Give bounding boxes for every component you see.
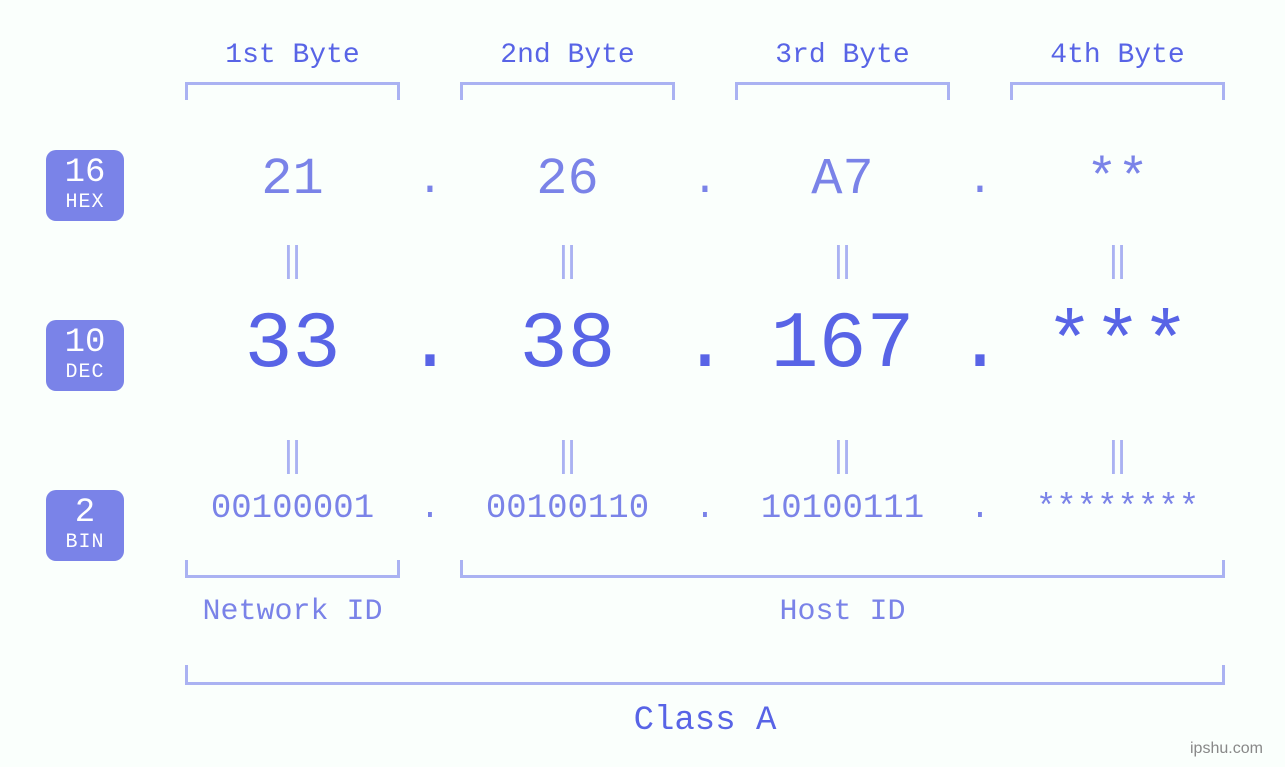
bin-dot-3: . — [955, 490, 1005, 528]
base-badge-number: 16 — [46, 156, 124, 192]
hex-dot-3: . — [955, 156, 1005, 206]
equals-row2-col3: ‖ — [730, 435, 955, 477]
class-bracket — [185, 665, 1225, 685]
equals-row1-col2: ‖ — [455, 240, 680, 282]
byte-header-3: 3rd Byte — [730, 40, 955, 71]
hex-byte-3: A7 — [730, 150, 955, 209]
dec-dot-1: . — [405, 300, 455, 391]
equals-row2-col4: ‖ — [1005, 435, 1230, 477]
base-badge-number: 10 — [46, 326, 124, 362]
equals-row1-col4: ‖ — [1005, 240, 1230, 282]
base-badge-label: BIN — [46, 532, 124, 553]
byte-bracket-top-3 — [735, 82, 950, 100]
hex-byte-1: 21 — [180, 150, 405, 209]
bin-byte-1: 00100001 — [180, 490, 405, 528]
hex-dot-2: . — [680, 156, 730, 206]
equals-row2-col1: ‖ — [180, 435, 405, 477]
byte-header-1: 1st Byte — [180, 40, 405, 71]
host-label: Host ID — [460, 595, 1225, 629]
hex-byte-4: ** — [1005, 150, 1230, 209]
byte-bracket-top-1 — [185, 82, 400, 100]
bin-dot-1: . — [405, 490, 455, 528]
hex-byte-2: 26 — [455, 150, 680, 209]
base-badge-label: HEX — [46, 192, 124, 213]
byte-header-2: 2nd Byte — [455, 40, 680, 71]
dec-byte-2: 38 — [455, 300, 680, 391]
byte-bracket-top-4 — [1010, 82, 1225, 100]
dec-dot-3: . — [955, 300, 1005, 391]
base-badge-bin: 2BIN — [46, 490, 124, 561]
hex-dot-1: . — [405, 156, 455, 206]
host-bracket — [460, 560, 1225, 578]
dec-byte-4: *** — [1005, 300, 1230, 391]
watermark: ipshu.com — [1190, 740, 1263, 758]
byte-bracket-top-2 — [460, 82, 675, 100]
equals-row1-col1: ‖ — [180, 240, 405, 282]
bin-byte-2: 00100110 — [455, 490, 680, 528]
dec-byte-1: 33 — [180, 300, 405, 391]
base-badge-dec: 10DEC — [46, 320, 124, 391]
network-label: Network ID — [185, 595, 400, 629]
bin-dot-2: . — [680, 490, 730, 528]
base-badge-number: 2 — [46, 496, 124, 532]
byte-header-4: 4th Byte — [1005, 40, 1230, 71]
bin-byte-3: 10100111 — [730, 490, 955, 528]
bin-byte-4: ******** — [1005, 490, 1230, 528]
base-badge-label: DEC — [46, 362, 124, 383]
dec-byte-3: 167 — [730, 300, 955, 391]
base-badge-hex: 16HEX — [46, 150, 124, 221]
network-bracket — [185, 560, 400, 578]
dec-dot-2: . — [680, 300, 730, 391]
equals-row2-col2: ‖ — [455, 435, 680, 477]
equals-row1-col3: ‖ — [730, 240, 955, 282]
class-label: Class A — [185, 702, 1225, 740]
